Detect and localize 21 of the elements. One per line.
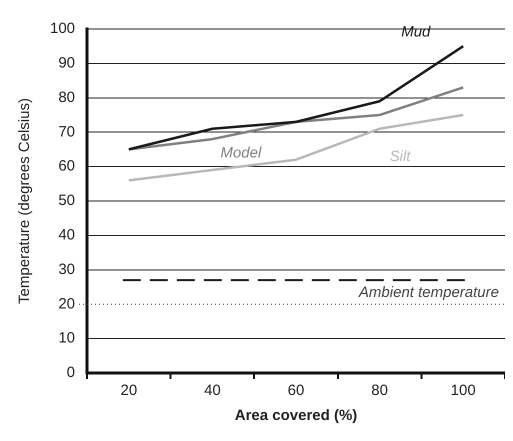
- y-tick-label: 40: [58, 226, 76, 244]
- x-tick-label: 80: [371, 382, 388, 400]
- ref-line-label: Ambient temperature: [358, 284, 499, 301]
- x-tick-label: 60: [288, 382, 304, 400]
- x-tick-label: 40: [204, 382, 221, 400]
- y-tick-label: 0: [66, 364, 76, 382]
- y-tick-label: 20: [58, 295, 76, 312]
- y-axis-title: Temperature (degrees Celsius): [16, 98, 34, 304]
- y-tick-label: 50: [58, 192, 76, 210]
- x-axis-title: Area covered (%): [234, 407, 358, 424]
- y-tick-label: 10: [58, 330, 76, 347]
- y-tick-label: 90: [58, 54, 76, 72]
- series-label: Model: [220, 144, 262, 162]
- series-label: Silt: [390, 148, 412, 165]
- x-tick-label: 100: [450, 382, 476, 400]
- y-tick-label: 80: [58, 88, 76, 106]
- y-tick-label: 30: [58, 260, 76, 278]
- x-tick-label: 20: [120, 382, 138, 400]
- y-tick-label: 70: [58, 123, 76, 140]
- y-tick-label: 60: [58, 158, 76, 175]
- y-tick-label: 100: [50, 20, 76, 38]
